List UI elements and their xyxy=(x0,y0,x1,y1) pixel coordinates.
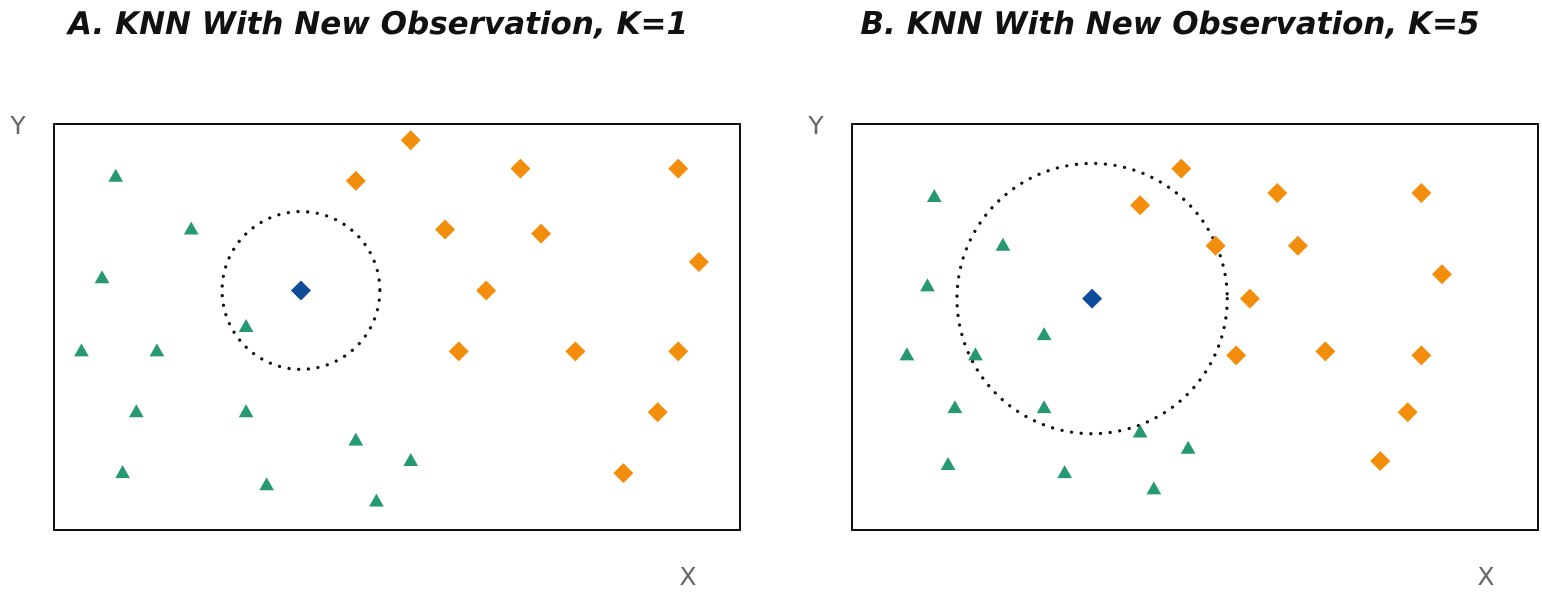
panel-k1-diamond-point xyxy=(448,341,469,362)
panel-k5-diamond-point xyxy=(1370,450,1391,471)
panel-k1-y-axis-label: Y xyxy=(9,111,26,140)
panel-k1-diamond-point xyxy=(647,402,668,423)
panel-k5-triangle-point xyxy=(1036,327,1052,341)
panel-k1-triangle-point xyxy=(149,343,165,357)
panel-k1-diamond-point xyxy=(613,463,634,484)
panel-k1-neighborhood-circle xyxy=(220,209,382,371)
panel-k1-diamond-point xyxy=(476,280,497,301)
panel-k1-triangle-point xyxy=(108,168,124,182)
panel-k1-title: A. KNN With New Observation, K=1 xyxy=(65,6,688,42)
panel-k1-diamond-point xyxy=(510,158,531,179)
panel-k5-triangle-point xyxy=(899,347,915,361)
panel-k1-triangle-point xyxy=(74,343,89,357)
panel-k1-triangle-point xyxy=(238,319,254,332)
panel-k5-diamond-point xyxy=(1171,158,1192,179)
panel-k1-triangle-point xyxy=(348,432,364,446)
panel-k1-triangle-point xyxy=(115,465,130,479)
panel-k5-triangle-point xyxy=(926,189,942,203)
panel-k5-triangle-point xyxy=(1132,424,1148,438)
panel-k5-triangle-point xyxy=(1057,465,1073,479)
panel-k5-diamond-point xyxy=(1130,195,1151,216)
panel-k5-diamond-point xyxy=(1397,402,1418,423)
panel-k5-diamond-point xyxy=(1315,341,1336,362)
panel-k1-diamond-point xyxy=(668,158,689,179)
panel-k1-diamond-point xyxy=(400,130,421,151)
panel-k5-triangle-point xyxy=(920,278,935,292)
panel-k5-triangle-point xyxy=(940,457,956,470)
panel-k1-diamond-point xyxy=(668,341,689,362)
panel-k1-triangle-point xyxy=(259,477,275,491)
panel-k1-triangle-point xyxy=(128,404,144,418)
panel-k5-marks xyxy=(899,158,1452,495)
panel-k1: A. KNN With New Observation, K=1 Y X xyxy=(9,6,741,591)
panel-k5-diamond-point xyxy=(1431,264,1452,285)
panel-k1-triangle-point xyxy=(238,404,254,418)
panel-k1-diamond-point xyxy=(345,170,366,191)
panel-k1-x-axis-label: X xyxy=(679,562,696,591)
panel-k5-triangle-point xyxy=(968,347,983,361)
panel-k5-diamond-point xyxy=(1411,345,1432,366)
panel-k1-diamond-point xyxy=(435,219,456,240)
panel-k1-plot-frame xyxy=(53,123,741,531)
panel-k1-diamond-point xyxy=(688,252,709,273)
panel-k5-diamond-point xyxy=(1267,183,1288,204)
panel-k5-triangle-point xyxy=(1146,481,1162,495)
panel-k5-diamond-point xyxy=(1287,235,1308,256)
panel-k5-triangle-point xyxy=(947,400,963,414)
panel-k5-diamond-point xyxy=(1239,288,1260,309)
panel-k5-x-axis-label: X xyxy=(1477,562,1494,591)
panel-k1-triangle-point xyxy=(403,452,419,466)
panel-k5-triangle-point xyxy=(995,237,1011,251)
panel-k5-triangle-point xyxy=(1180,440,1196,454)
panel-k5-new-observation-point xyxy=(1082,288,1103,309)
panel-k1-marks xyxy=(74,130,709,507)
panel-k5-diamond-point xyxy=(1226,345,1247,366)
panel-k5-diamond-point xyxy=(1205,235,1226,256)
panel-k1-diamond-point xyxy=(531,223,552,244)
panel-k5-triangle-point xyxy=(1036,400,1052,414)
panel-k1-triangle-point xyxy=(369,493,384,507)
panel-k1-new-observation-point xyxy=(290,280,311,301)
panel-k5-diamond-point xyxy=(1411,183,1432,204)
panel-k1-diamond-point xyxy=(565,341,586,362)
panel-k1-triangle-point xyxy=(183,221,199,235)
panel-k5-neighborhood-circle xyxy=(955,161,1229,436)
panel-k5-title: B. KNN With New Observation, K=5 xyxy=(860,6,1479,42)
panel-k1-triangle-point xyxy=(94,270,110,284)
panel-k5: B. KNN With New Observation, K=5 Y X xyxy=(807,6,1539,591)
panel-k5-y-axis-label: Y xyxy=(807,111,824,140)
panel-k5-plot-frame xyxy=(851,123,1539,531)
